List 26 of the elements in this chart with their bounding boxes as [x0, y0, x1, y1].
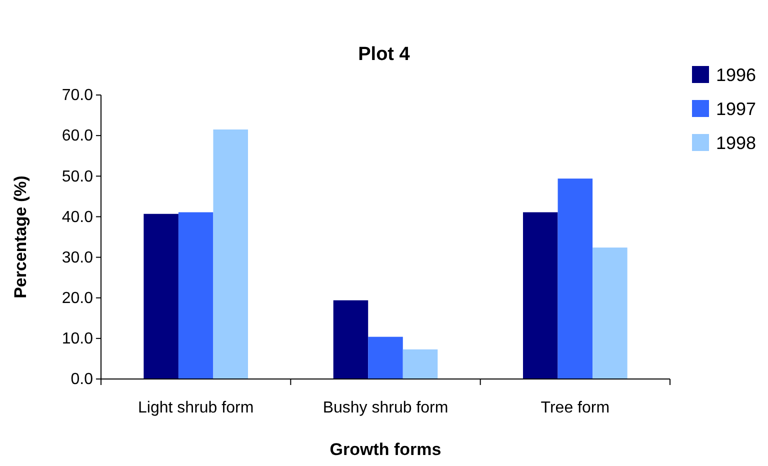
bar: [523, 212, 558, 379]
bar: [592, 248, 628, 379]
x-axis-title: Growth forms: [330, 440, 442, 459]
chart-title: Plot 4: [358, 44, 410, 65]
y-axis-title: Percentage (%): [11, 176, 30, 298]
bar: [333, 300, 368, 379]
y-tick-label: 30.0: [62, 249, 94, 266]
bar: [178, 212, 214, 379]
y-tick-label: 60.0: [62, 128, 94, 145]
y-tick-label: 50.0: [62, 168, 94, 186]
bar: [402, 349, 438, 379]
y-tick-label: 0.0: [70, 371, 94, 388]
legend-label: 1997: [716, 99, 756, 119]
x-tick-label: Tree form: [540, 399, 610, 416]
legend-label: 1998: [716, 133, 756, 153]
bar: [558, 178, 593, 379]
y-tick-label: 20.0: [62, 290, 94, 307]
legend-label: 1996: [716, 65, 756, 85]
x-tick-label: Light shrub form: [138, 399, 254, 416]
bar: [368, 336, 403, 379]
y-tick-label: 40.0: [62, 208, 94, 226]
y-tick-label: 70.0: [62, 87, 94, 104]
x-tick-label: Bushy shrub form: [322, 399, 448, 416]
bar: [213, 129, 248, 379]
bar: [144, 214, 178, 379]
y-tick-label: 10.0: [62, 330, 94, 348]
